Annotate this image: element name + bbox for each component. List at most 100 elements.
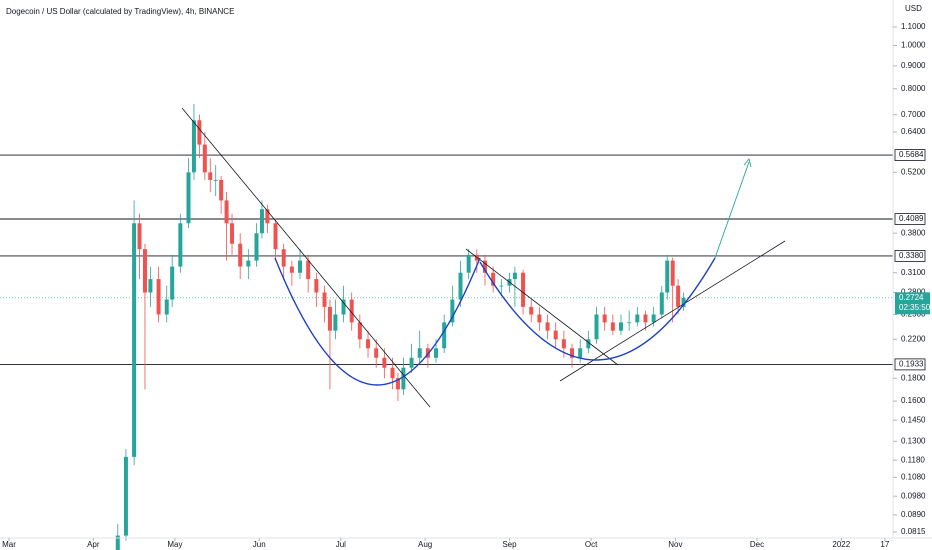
level-label-box — [894, 250, 926, 262]
candle-body — [521, 272, 526, 307]
candle-body — [681, 297, 686, 307]
candle-body — [374, 348, 379, 358]
candle-body — [665, 260, 670, 293]
y-tick-label: 0.3800 — [901, 228, 926, 237]
y-tick-label: 0.1800 — [901, 373, 926, 382]
candle-body — [289, 266, 294, 273]
candle-body — [659, 292, 664, 315]
candle-body — [594, 314, 599, 340]
y-tick-label: 0.1600 — [901, 396, 926, 405]
level-label: 0.5684 — [899, 150, 924, 159]
candle-body — [298, 260, 303, 273]
candle-body — [458, 272, 463, 300]
x-tick-label: May — [167, 540, 182, 549]
candle-body — [618, 322, 623, 331]
y-tick-label: 0.1180 — [901, 455, 925, 464]
candle-body — [156, 279, 161, 315]
candle-body — [170, 266, 175, 300]
candle-body — [123, 456, 128, 536]
y-tick-label: 0.9000 — [901, 61, 926, 70]
candle-body — [586, 339, 591, 349]
candle-body — [450, 299, 455, 323]
cup-curve — [479, 257, 716, 361]
candle-body — [545, 322, 550, 331]
currency-label: USD — [905, 4, 922, 13]
candle-body — [529, 306, 534, 315]
x-tick-label: Dec — [750, 540, 764, 549]
candle-body — [401, 367, 406, 390]
trend-line — [465, 248, 619, 366]
candle-body — [341, 299, 346, 315]
countdown: 02:35:50 — [899, 303, 931, 312]
y-tick-label: 0.2200 — [901, 334, 926, 343]
level-label-box — [894, 213, 926, 225]
y-tick-label: 0.1450 — [901, 415, 926, 424]
candle-body — [390, 367, 395, 379]
candle-body — [202, 144, 207, 173]
level-label: 0.4089 — [899, 214, 924, 223]
candle-body — [482, 260, 487, 273]
last-price-label: 0.2724 — [899, 293, 924, 302]
candle-body — [148, 279, 153, 293]
x-tick-label: Jul — [336, 540, 346, 549]
y-tick-label: 0.0815 — [901, 527, 926, 536]
candle-body — [115, 535, 120, 550]
candle-body — [635, 314, 640, 323]
candle-body — [442, 322, 447, 349]
candle-body — [610, 322, 615, 331]
candle-body — [259, 209, 264, 234]
candle-body — [191, 120, 196, 173]
candle-body — [273, 223, 278, 250]
candle-body — [314, 279, 319, 293]
annotations — [181, 107, 786, 408]
candle-body — [213, 179, 218, 181]
candle-body — [306, 260, 311, 280]
y-tick-label: 0.3100 — [901, 268, 926, 277]
candle-body — [670, 260, 675, 286]
candle-body — [208, 172, 213, 180]
candle-body — [142, 249, 147, 293]
candle-body — [219, 179, 224, 201]
x-tick-label: 2022 — [832, 540, 850, 549]
y-tick-label: 0.2800 — [901, 288, 926, 297]
y-tick-label: 0.1300 — [901, 436, 926, 445]
candle-body — [537, 314, 542, 323]
x-tick-label: Nov — [668, 540, 682, 549]
x-tick-label: Sep — [502, 540, 517, 549]
candle-body — [238, 243, 243, 267]
y-tick-label: 0.7000 — [901, 110, 926, 119]
candle-body — [281, 249, 286, 267]
level-label-box — [894, 358, 926, 371]
candle-body — [651, 314, 656, 323]
y-tick-label: 1.0000 — [901, 41, 926, 50]
candle-body — [643, 314, 648, 323]
candle-body — [224, 200, 229, 224]
candle-body — [333, 314, 338, 331]
candle-body — [627, 322, 632, 324]
x-tick-label: Mar — [2, 540, 16, 549]
candle-body — [409, 357, 414, 368]
candle-body — [553, 330, 558, 340]
x-tick-label: Oct — [585, 540, 598, 549]
candle-body — [499, 285, 504, 287]
candle-body — [137, 223, 142, 250]
arrow-head — [743, 158, 752, 168]
candle-body — [602, 314, 607, 323]
x-tick-label: Aug — [418, 540, 432, 549]
candle-body — [578, 348, 583, 358]
candle-body — [246, 260, 251, 267]
candle-body — [357, 322, 362, 340]
chart-title: Dogecoin / US Dollar (calculated by Trad… — [6, 7, 234, 16]
candle-body — [349, 299, 354, 323]
candle-body — [265, 209, 270, 224]
cup-curve — [274, 257, 481, 386]
candle-body — [230, 223, 235, 244]
x-tick-label: Jun — [253, 540, 266, 549]
candle-body — [395, 378, 400, 390]
level-label: 0.1933 — [899, 359, 924, 368]
y-tick-label: 0.5200 — [901, 167, 926, 176]
candle-body — [322, 292, 327, 307]
level-label-box — [894, 149, 926, 161]
candle-body — [676, 285, 681, 307]
